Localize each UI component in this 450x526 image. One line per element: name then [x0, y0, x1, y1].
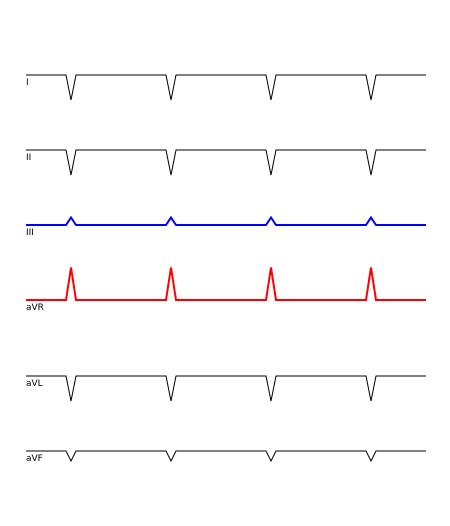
lead-trace-avl	[26, 375, 426, 402]
lead-trace-ii	[26, 149, 426, 176]
lead-trace-avf	[26, 450, 426, 463]
lead-label-ii: II	[26, 153, 31, 163]
lead-trace-iii	[26, 215, 426, 226]
lead-label-iii: III	[26, 228, 34, 238]
lead-label-i: I	[26, 78, 29, 88]
lead-label-avl: aVL	[26, 379, 43, 389]
lead-label-avr: aVR	[26, 303, 44, 313]
lead-label-avf: aVF	[26, 454, 43, 464]
lead-trace-avr	[26, 267, 426, 301]
lead-trace-i	[26, 74, 426, 101]
